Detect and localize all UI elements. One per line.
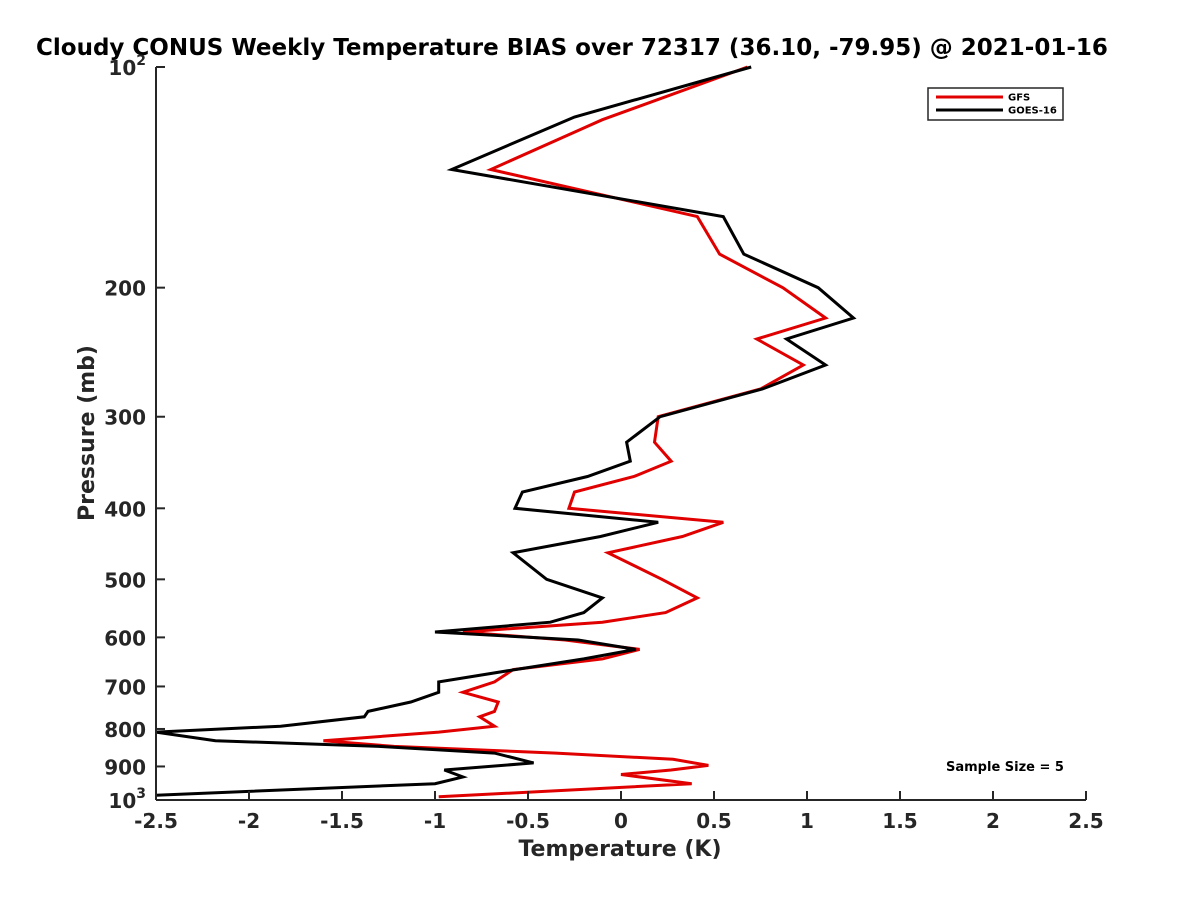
x-tick-label: 2.5 (1068, 809, 1103, 833)
y-tick-label: 800 (104, 718, 146, 742)
chart-title: Cloudy CONUS Weekly Temperature BIAS ove… (36, 35, 1108, 61)
y-tick-label: 200 (104, 277, 146, 301)
plot-area (155, 65, 857, 799)
y-tick-label: 400 (104, 497, 146, 521)
series-line-gfs (323, 65, 829, 799)
y-axis-label: Pressure (mb) (75, 345, 100, 521)
y-tick-label: 102 (108, 53, 146, 80)
x-tick-label: -1 (424, 809, 446, 833)
x-axis-label: Temperature (K) (518, 837, 721, 862)
y-tick-label: 900 (104, 755, 146, 779)
x-tick-label: 1 (800, 809, 814, 833)
legend-label-goes-16: GOES-16 (1008, 106, 1057, 117)
y-tick-label: 103 (108, 786, 146, 813)
y-tick-label: 600 (104, 626, 146, 650)
legend-label-gfs: GFS (1008, 93, 1030, 104)
y-tick-label: 300 (104, 406, 146, 430)
x-tick-label: 1.5 (882, 809, 917, 833)
series-line-goes-16 (155, 65, 857, 797)
x-tick-label: -2.5 (134, 809, 178, 833)
x-tick-label: 0.5 (696, 809, 731, 833)
x-tick-label: -1.5 (320, 809, 364, 833)
legend-box (927, 87, 1064, 121)
axes: -2.5 -2 -1.5 -1 -0.5 0 0.5 1 1.5 2 2.5 102 200 300 400… (104, 53, 1103, 833)
x-tick-label: 0 (614, 809, 628, 833)
legend: GFS GOES-16 (927, 87, 1064, 121)
sample-size-annotation: Sample Size = 5 (946, 760, 1064, 775)
x-tick-label: -0.5 (506, 809, 550, 833)
y-tick-label: 500 (104, 568, 146, 592)
x-tick-label: 2 (986, 809, 1000, 833)
y-tick-label: 700 (104, 675, 146, 699)
x-tick-label: -2 (238, 809, 260, 833)
